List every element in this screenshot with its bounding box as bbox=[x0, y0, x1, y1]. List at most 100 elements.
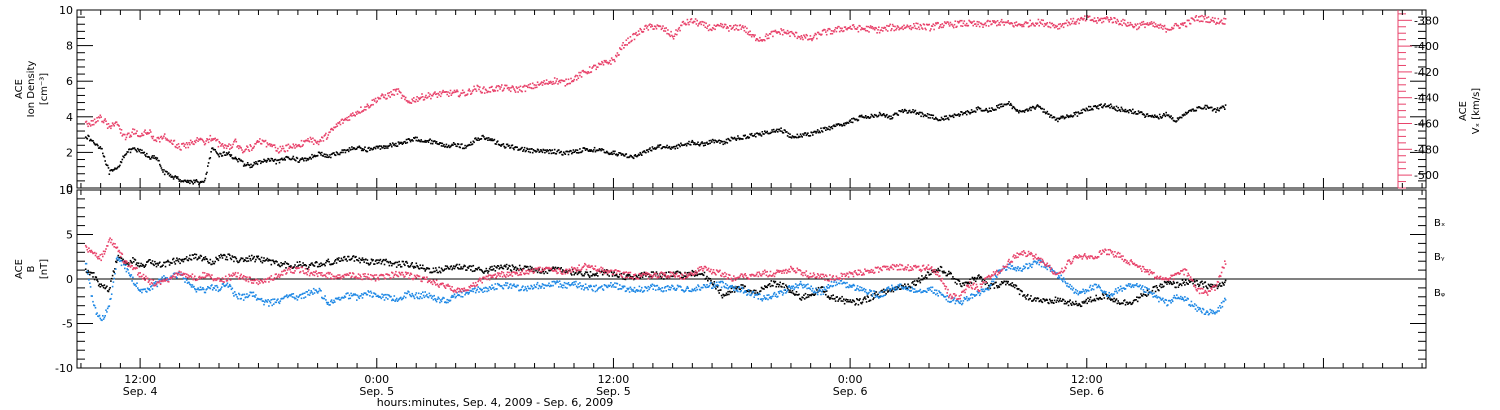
data-point bbox=[979, 22, 982, 24]
data-point bbox=[1095, 106, 1097, 108]
data-point bbox=[456, 145, 458, 148]
data-point bbox=[415, 292, 418, 294]
data-point bbox=[1206, 21, 1209, 23]
data-point bbox=[830, 30, 833, 32]
data-point bbox=[781, 33, 784, 36]
data-point bbox=[1020, 23, 1023, 26]
data-point bbox=[805, 33, 808, 36]
data-point bbox=[753, 134, 755, 137]
data-point bbox=[310, 158, 312, 160]
data-point bbox=[124, 153, 127, 156]
data-point bbox=[746, 33, 749, 35]
data-point bbox=[814, 130, 817, 133]
data-point bbox=[1028, 25, 1031, 27]
data-point bbox=[1211, 109, 1214, 112]
data-point bbox=[442, 296, 444, 299]
data-point bbox=[235, 158, 238, 160]
data-point bbox=[526, 289, 528, 292]
data-point bbox=[912, 281, 914, 283]
y-tick-label: 5 bbox=[66, 229, 73, 242]
data-point bbox=[324, 264, 326, 267]
data-point bbox=[615, 153, 618, 155]
data-point bbox=[498, 283, 501, 286]
data-point bbox=[685, 23, 688, 26]
data-point bbox=[803, 35, 806, 38]
data-point bbox=[380, 95, 383, 97]
data-point bbox=[996, 24, 998, 27]
data-point bbox=[1137, 27, 1140, 30]
data-point bbox=[527, 268, 530, 271]
data-point bbox=[871, 114, 874, 117]
data-point bbox=[291, 147, 294, 149]
data-point bbox=[257, 255, 260, 258]
data-point bbox=[1013, 284, 1015, 286]
data-point bbox=[1011, 282, 1014, 284]
data-point bbox=[1066, 302, 1068, 304]
data-point bbox=[453, 267, 456, 270]
data-point bbox=[1009, 102, 1012, 105]
data-point bbox=[1175, 22, 1177, 25]
data-point bbox=[227, 145, 229, 147]
data-point bbox=[956, 114, 959, 116]
data-point bbox=[697, 25, 699, 27]
data-point bbox=[486, 290, 488, 293]
data-point bbox=[419, 296, 422, 298]
data-point bbox=[731, 291, 733, 293]
data-point bbox=[703, 142, 706, 144]
data-point bbox=[470, 141, 472, 144]
data-point bbox=[303, 292, 306, 294]
data-point bbox=[856, 28, 858, 30]
data-point bbox=[228, 285, 230, 288]
data-point bbox=[253, 255, 255, 258]
data-point bbox=[259, 258, 261, 261]
data-point bbox=[393, 295, 396, 297]
data-point bbox=[209, 134, 212, 137]
data-point bbox=[740, 284, 742, 286]
data-point bbox=[259, 298, 261, 300]
data-point bbox=[539, 83, 541, 85]
data-point bbox=[1219, 285, 1222, 287]
data-point bbox=[296, 299, 299, 301]
data-point bbox=[881, 26, 883, 29]
data-point bbox=[1211, 106, 1213, 109]
data-point bbox=[352, 114, 355, 117]
data-point bbox=[1208, 284, 1211, 287]
data-point bbox=[489, 91, 492, 93]
data-point bbox=[499, 266, 501, 269]
data-point bbox=[825, 127, 828, 129]
data-point bbox=[1089, 296, 1092, 299]
data-point bbox=[169, 173, 172, 176]
data-point bbox=[899, 288, 901, 290]
data-point bbox=[425, 295, 427, 297]
data-point bbox=[772, 280, 775, 283]
data-point bbox=[115, 268, 117, 270]
data-point bbox=[403, 141, 405, 143]
data-point bbox=[818, 130, 821, 133]
data-point bbox=[532, 87, 535, 90]
data-point bbox=[413, 137, 416, 140]
data-point bbox=[255, 258, 257, 261]
data-point bbox=[661, 27, 663, 29]
data-point bbox=[546, 272, 549, 274]
data-point bbox=[325, 138, 328, 140]
data-point bbox=[400, 265, 403, 268]
data-point bbox=[639, 276, 641, 279]
data-point bbox=[426, 140, 429, 142]
data-point bbox=[940, 26, 943, 29]
data-point bbox=[895, 286, 898, 288]
data-point bbox=[449, 89, 452, 92]
data-point bbox=[281, 147, 283, 150]
data-point bbox=[571, 274, 573, 276]
data-point bbox=[302, 158, 304, 160]
data-point bbox=[956, 279, 959, 281]
data-point bbox=[1105, 105, 1107, 108]
data-point bbox=[586, 72, 589, 75]
data-point bbox=[1006, 282, 1009, 284]
data-point bbox=[798, 293, 800, 296]
data-point bbox=[830, 126, 833, 128]
data-point bbox=[1191, 108, 1193, 111]
data-point bbox=[112, 169, 115, 171]
data-point bbox=[129, 151, 132, 154]
data-point bbox=[586, 287, 589, 289]
data-point bbox=[892, 25, 895, 27]
